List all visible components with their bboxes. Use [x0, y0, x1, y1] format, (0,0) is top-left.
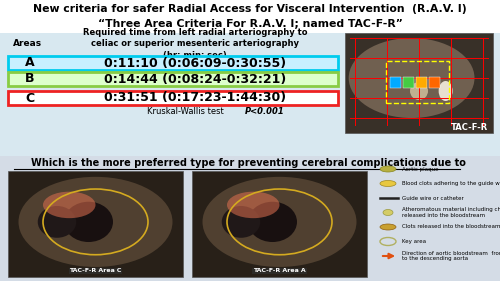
Text: Direction of aortic bloodstream  from the ascending
to the descending aorta: Direction of aortic bloodstream from the…	[402, 251, 500, 261]
FancyBboxPatch shape	[404, 77, 414, 88]
FancyBboxPatch shape	[345, 33, 493, 133]
Ellipse shape	[38, 206, 76, 238]
FancyBboxPatch shape	[8, 171, 183, 277]
Ellipse shape	[222, 206, 260, 238]
FancyBboxPatch shape	[0, 33, 500, 156]
Text: B: B	[25, 72, 35, 85]
FancyBboxPatch shape	[8, 56, 338, 70]
FancyBboxPatch shape	[390, 77, 402, 88]
Ellipse shape	[383, 210, 393, 216]
Ellipse shape	[18, 177, 172, 267]
FancyBboxPatch shape	[0, 0, 500, 33]
Ellipse shape	[410, 82, 428, 100]
FancyBboxPatch shape	[430, 77, 440, 88]
Text: 0:31:51 (0:17:23-1:44:30): 0:31:51 (0:17:23-1:44:30)	[104, 92, 286, 105]
Ellipse shape	[380, 166, 396, 172]
Text: TAC-F-R: TAC-F-R	[451, 123, 488, 132]
Ellipse shape	[43, 192, 96, 218]
Text: Areas: Areas	[14, 40, 42, 49]
Text: Kruskal-Wallis test: Kruskal-Wallis test	[146, 106, 224, 115]
Text: P<0.001: P<0.001	[245, 106, 285, 115]
Text: Key area: Key area	[402, 239, 426, 244]
Ellipse shape	[64, 202, 113, 242]
Text: Required time from left radial arteriography to
celiac or superior mesenteric ar: Required time from left radial arteriogr…	[83, 28, 307, 60]
Text: 0:14:44 (0:08:24-0:32:21): 0:14:44 (0:08:24-0:32:21)	[104, 72, 286, 85]
Text: TAC-F-R Area A: TAC-F-R Area A	[253, 269, 306, 273]
Text: A: A	[25, 56, 35, 69]
Text: TAC-F-R Area C: TAC-F-R Area C	[70, 269, 122, 273]
Text: New criteria for safer Radial Access for Visceral Intervention  (R.A.V. I): New criteria for safer Radial Access for…	[33, 4, 467, 14]
Text: Atheromatous material including cholesterol crystals
released into the bloodstre: Atheromatous material including choleste…	[402, 207, 500, 218]
FancyBboxPatch shape	[192, 171, 367, 277]
Text: Clots released into the bloodstream: Clots released into the bloodstream	[402, 225, 500, 230]
Text: Blood clots adhering to the guide wire or catheter: Blood clots adhering to the guide wire o…	[402, 181, 500, 186]
Ellipse shape	[438, 81, 452, 101]
FancyBboxPatch shape	[416, 77, 428, 88]
Ellipse shape	[227, 192, 280, 218]
Ellipse shape	[202, 177, 356, 267]
Text: Which is the more preferred type for preventing cerebral complications due to: Which is the more preferred type for pre…	[30, 158, 466, 168]
FancyBboxPatch shape	[0, 156, 500, 281]
Text: “Three Area Criteria For R.A.V. I; named TAC-F-R”: “Three Area Criteria For R.A.V. I; named…	[98, 19, 403, 29]
FancyBboxPatch shape	[8, 72, 338, 86]
FancyBboxPatch shape	[8, 91, 338, 105]
Text: C: C	[26, 92, 35, 105]
Text: 0:11:10 (0:06:09-0:30:55): 0:11:10 (0:06:09-0:30:55)	[104, 56, 286, 69]
Ellipse shape	[248, 202, 297, 242]
Text: Guide wire or catheter: Guide wire or catheter	[402, 196, 464, 201]
Ellipse shape	[380, 224, 396, 230]
Ellipse shape	[380, 180, 396, 187]
Ellipse shape	[348, 38, 474, 118]
Text: Aortic plaque: Aortic plaque	[402, 167, 438, 171]
